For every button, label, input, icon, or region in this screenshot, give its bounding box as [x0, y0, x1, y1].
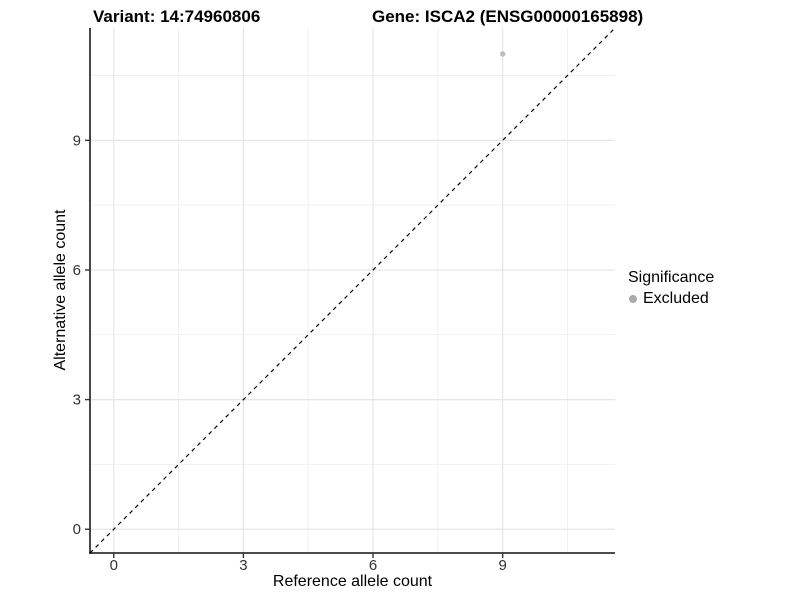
data-point [499, 51, 506, 57]
legend-item-excluded: Excluded [628, 290, 714, 308]
legend-item-label: Excluded [643, 290, 709, 307]
x-axis-title: Reference allele count [272, 573, 433, 590]
y-tick-label: 3 [73, 392, 81, 409]
x-tick-label: 3 [239, 557, 247, 574]
y-tick-label: 9 [73, 132, 81, 149]
variant-title: Variant: 14:74960806 [93, 7, 261, 26]
identity-reference-line [89, 27, 616, 554]
legend: Significance Excluded [628, 268, 714, 308]
y-axis-title: Alternative allele count [52, 209, 69, 371]
excluded-key-dot-icon [629, 295, 637, 303]
y-tick-label: 6 [73, 262, 81, 279]
legend-title: Significance [628, 269, 715, 286]
x-tick-label: 0 [110, 557, 118, 574]
x-tick-label: 9 [498, 557, 506, 574]
y-tick-label: 0 [73, 521, 81, 538]
gene-title: Gene: ISCA2 (ENSG00000165898) [372, 7, 644, 26]
x-tick-label: 6 [369, 557, 377, 574]
